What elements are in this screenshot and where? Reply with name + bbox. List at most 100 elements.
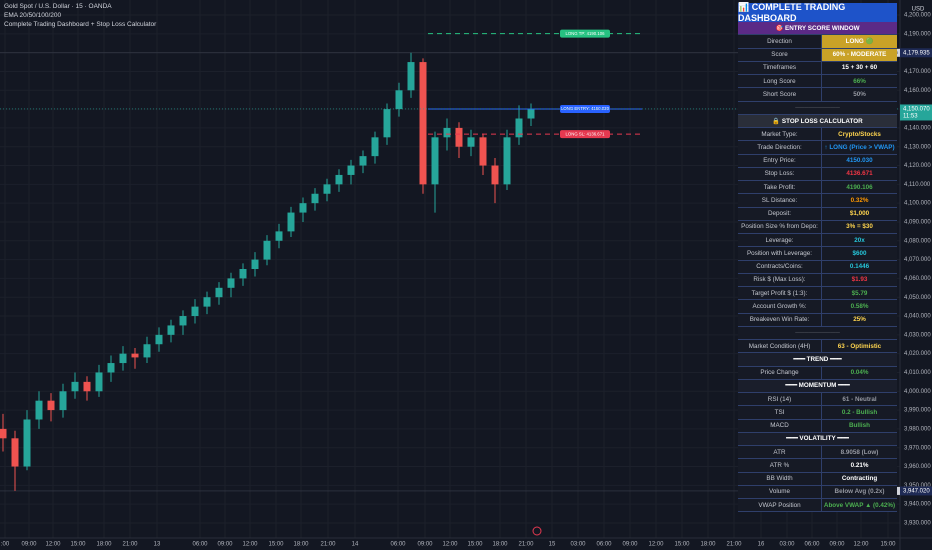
last-price: 4,150.070	[903, 107, 930, 113]
candle-body	[215, 287, 223, 298]
x-tick-label: 21:00	[518, 542, 534, 548]
x-tick-label: 09:00	[217, 542, 233, 548]
row-label: Position with Leverage:	[738, 247, 822, 260]
table-row: Trade Direction: ↑ LONG (Price > VWAP)	[738, 141, 897, 155]
row-value: Crypto/Stocks	[822, 128, 897, 141]
row-label: Score	[738, 48, 822, 61]
row-value: 20x	[822, 234, 897, 247]
row-value: 0.32%	[822, 194, 897, 207]
row-value: 63 - Optimistic	[822, 340, 897, 353]
y-tick-label: 4,010.000	[904, 370, 931, 376]
candle-body	[131, 353, 139, 358]
y-tick-label: 3,940.000	[904, 502, 931, 508]
table-row: ━━━ TREND ━━━	[738, 353, 897, 367]
row-label: Volume	[738, 485, 822, 498]
level-label: LONG SL: 4136.671	[566, 131, 606, 136]
row-value: 4190.106	[822, 181, 897, 194]
row-value: Bullish	[822, 419, 897, 432]
candle-body	[107, 363, 115, 373]
table-row: BB Width Contracting	[738, 472, 897, 486]
y-tick-label: 4,070.000	[904, 257, 931, 263]
candle-body	[407, 62, 415, 91]
candle-body	[383, 109, 391, 138]
x-tick-label: 18:00	[96, 542, 112, 548]
y-tick-label: 4,060.000	[904, 276, 931, 282]
table-row: Leverage: 20x	[738, 234, 897, 248]
row-label: Price Change	[738, 366, 822, 379]
y-tick-label: 3,960.000	[904, 464, 931, 470]
table-row: SL Distance: 0.32%	[738, 194, 897, 208]
row-label: Short Score	[738, 88, 822, 101]
row-label: Leverage:	[738, 234, 822, 247]
candle-body	[11, 438, 19, 467]
row-label: Position Size % from Depo:	[738, 220, 822, 233]
y-tick-label: 3,980.000	[904, 426, 931, 432]
candle-body	[143, 344, 151, 358]
row-value: 0.21%	[822, 459, 897, 472]
y-tick-label: 4,170.000	[904, 69, 931, 75]
candle-body	[395, 90, 403, 110]
candle-body	[323, 184, 331, 194]
section-header: 🎯 ENTRY SCORE WINDOW	[738, 22, 897, 35]
replay-icon[interactable]	[532, 526, 542, 536]
y-tick-label: 4,140.000	[904, 125, 931, 131]
row-value: 60% - MODERATE	[822, 48, 897, 61]
row-label: Breakeven Win Rate:	[738, 313, 822, 326]
x-tick-label: 15:00	[674, 542, 690, 548]
y-tick-label: 4,030.000	[904, 332, 931, 338]
x-tick-label: :00	[1, 542, 10, 548]
candle-body	[47, 400, 55, 411]
candle-body	[35, 400, 43, 420]
x-tick-label: 15:00	[70, 542, 86, 548]
section-header: ━━━ MOMENTUM ━━━	[738, 379, 897, 392]
x-tick-label: 06:00	[192, 542, 208, 548]
candle-body	[311, 193, 319, 204]
price-tag-bg	[900, 48, 932, 58]
table-row: 🔒 STOP LOSS CALCULATOR	[738, 114, 897, 128]
row-label: Long Score	[738, 75, 822, 88]
x-tick-label: 21:00	[320, 542, 336, 548]
candle-body	[227, 278, 235, 288]
table-row: Breakeven Win Rate: 25%	[738, 313, 897, 327]
table-row: Market Type: Crypto/Stocks	[738, 128, 897, 142]
table-row: Contracts/Coins: 0.1446	[738, 260, 897, 274]
x-tick-label: 09:00	[829, 542, 845, 548]
currency: USD	[912, 7, 925, 13]
candle-body	[455, 127, 463, 147]
table-row: Timeframes 15 + 30 + 60	[738, 61, 897, 75]
row-value: 61 - Neutral	[822, 393, 897, 406]
level-label: LONG TP: 4190.106	[565, 31, 605, 36]
candle-body	[431, 137, 439, 185]
row-value: $1.93	[822, 273, 897, 286]
x-tick-label: 16	[758, 542, 765, 548]
candle-body	[419, 62, 427, 185]
row-value: 25%	[822, 313, 897, 326]
y-tick-label: 4,160.000	[904, 88, 931, 94]
y-tick-label: 4,000.000	[904, 389, 931, 395]
row-label: Target Profit $ (1:3):	[738, 287, 822, 300]
row-label: Take Profit:	[738, 181, 822, 194]
separator: ──────────	[738, 326, 897, 339]
row-value: 0.58%	[822, 300, 897, 313]
y-tick-label: 3,970.000	[904, 445, 931, 451]
candle-body	[203, 297, 211, 307]
table-row: Volume Below Avg (0.2x)	[738, 485, 897, 499]
row-value: 4150.030	[822, 154, 897, 167]
x-tick-label: 12:00	[853, 542, 869, 548]
candle-body	[95, 372, 103, 392]
candle-body	[479, 137, 487, 166]
x-tick-label: 06:00	[804, 542, 820, 548]
y-tick-label: 4,110.000	[904, 182, 931, 188]
row-value: 0.1446	[822, 260, 897, 273]
row-value: 50%	[822, 88, 897, 101]
x-tick-label: 09:00	[622, 542, 638, 548]
table-row: 🎯 ENTRY SCORE WINDOW	[738, 22, 897, 36]
candle-body	[503, 137, 511, 185]
candle-body	[155, 334, 163, 345]
candle-body	[119, 353, 127, 364]
x-tick-label: 15:00	[268, 542, 284, 548]
row-label: Contracts/Coins:	[738, 260, 822, 273]
candle-body	[335, 174, 343, 185]
row-label: RSI (14)	[738, 393, 822, 406]
